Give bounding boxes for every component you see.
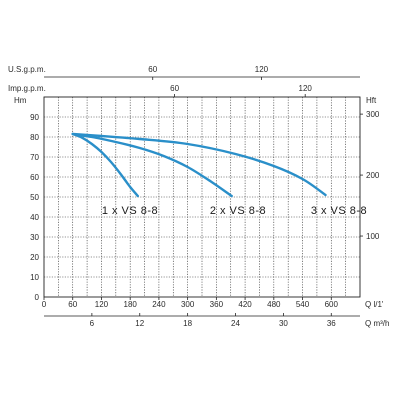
- series-label-1: 1 x VS 8-8: [102, 205, 158, 217]
- curve-series-2: [71, 132, 233, 198]
- x-tick-label: 540: [296, 300, 310, 309]
- grid: [44, 97, 360, 297]
- x-tick-label: 180: [124, 300, 138, 309]
- y-tick-label: 80: [30, 133, 39, 142]
- series-label-3: 3 x VS 8-8: [311, 205, 367, 217]
- y-tick-label: 40: [30, 213, 39, 222]
- impgpm-tick-label: 120: [299, 84, 313, 93]
- impgpm-tick-label: 60: [170, 84, 179, 93]
- hft-tick-label: 200: [366, 171, 380, 180]
- curves: [71, 132, 327, 198]
- x-tick-label: 0: [42, 300, 47, 309]
- m3h-tick-label: 36: [327, 319, 336, 328]
- y-tick-label: 70: [30, 153, 39, 162]
- m3h-tick-label: 24: [231, 319, 240, 328]
- y-axis-label-hft: Hft: [366, 96, 377, 105]
- series-label-2: 2 x VS 8-8: [210, 205, 266, 217]
- x-axis-label-lmin: Q l/1': [365, 300, 384, 309]
- usgpm-tick-label: 60: [148, 65, 157, 74]
- y-tick-label: 60: [30, 173, 39, 182]
- m3h-axis-label: Q m³/h: [365, 319, 389, 328]
- m3h-tick-label: 30: [279, 319, 288, 328]
- x-tick-label: 120: [95, 300, 109, 309]
- x-tick-label: 60: [68, 300, 77, 309]
- y-tick-label: 90: [30, 113, 39, 122]
- m3h-tick-label: 18: [183, 319, 192, 328]
- y-axis-label-hm: Hm: [14, 96, 27, 105]
- impgpm-axis-label: Imp.g.p.m.: [8, 84, 46, 93]
- x-tick-label: 600: [325, 300, 339, 309]
- hft-tick-label: 100: [366, 232, 380, 241]
- x-tick-label: 360: [210, 300, 224, 309]
- y-tick-label: 10: [30, 273, 39, 282]
- y-tick-label: 0: [35, 293, 40, 302]
- axes: 0 60 120 180 240 300 360 420 480 540 600 Q l/1'6 12 1…: [8, 65, 389, 328]
- usgpm-tick-label: 120: [255, 65, 269, 74]
- m3h-tick-label: 12: [135, 319, 144, 328]
- m3h-tick-label: 6: [90, 319, 95, 328]
- y-tick-label: 30: [30, 233, 39, 242]
- x-tick-label: 420: [238, 300, 252, 309]
- x-tick-label: 300: [181, 300, 195, 309]
- hft-tick-label: 300: [366, 110, 380, 119]
- x-tick-label: 480: [267, 300, 281, 309]
- y-tick-label: 20: [30, 253, 39, 262]
- curve-series-3: [71, 132, 327, 197]
- y-tick-label: 50: [30, 193, 39, 202]
- series-labels: 1 x VS 8-8 2 x VS 8-8 3 x VS 8-8: [102, 205, 367, 217]
- usgpm-axis-label: U.S.g.p.m.: [8, 65, 46, 74]
- x-tick-label: 240: [152, 300, 166, 309]
- curve-series-1: [71, 132, 139, 198]
- plot-frame: [43, 96, 361, 298]
